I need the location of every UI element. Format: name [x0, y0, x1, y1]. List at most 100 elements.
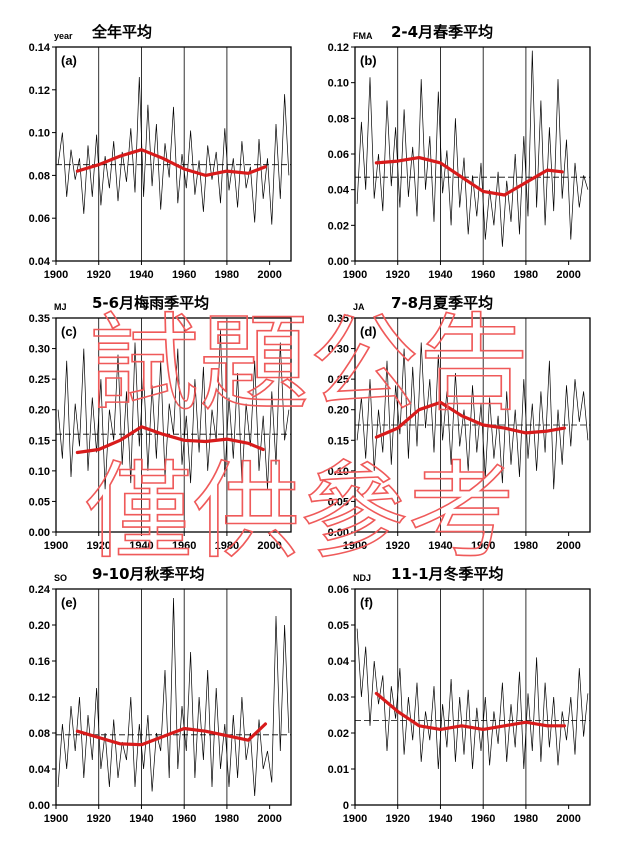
panel-title: 11-1月冬季平均 — [391, 565, 504, 583]
y-tick-label: 0.00 — [328, 527, 349, 539]
series-line-raw — [57, 76, 290, 225]
panel-e: 0.00 0.04 0.08 0.12 0.16 0.20 0.24 1900 1920 1940… — [29, 565, 292, 825]
x-tick-label: 1980 — [215, 540, 239, 552]
y-tick-label: 0.20 — [29, 405, 50, 417]
x-tick-label: 1960 — [172, 540, 196, 552]
series-line-raw — [356, 342, 589, 490]
x-tick-label: 1900 — [343, 540, 367, 552]
series-line-raw — [356, 50, 589, 247]
panel-label: (c) — [61, 324, 77, 339]
x-tick-label: 1980 — [215, 269, 239, 281]
y-tick-label: 0.10 — [29, 128, 50, 140]
x-tick-label: 1940 — [428, 540, 452, 552]
y-tick-label: 0.30 — [29, 344, 50, 356]
panel-label: (a) — [61, 53, 77, 68]
y-tick-label: 0.02 — [328, 220, 349, 232]
y-tick-label: 0.00 — [328, 256, 349, 268]
x-tick-label: 2000 — [556, 269, 580, 281]
y-tick-label: 0.05 — [328, 496, 349, 508]
y-tick-label: 0.03 — [328, 692, 349, 704]
y-tick-label: 0.10 — [328, 78, 349, 90]
x-tick-label: 2000 — [257, 269, 281, 281]
x-tick-label: 1960 — [172, 269, 196, 281]
x-tick-label: 1980 — [514, 540, 538, 552]
series-line-trend — [374, 156, 564, 197]
y-tick-label: 0.24 — [29, 584, 51, 596]
x-tick-label: 1900 — [44, 813, 68, 825]
series-line-trend — [374, 400, 567, 439]
series-line-trend — [75, 722, 267, 747]
x-tick-label: 1940 — [129, 540, 153, 552]
y-tick-label: 0.06 — [29, 213, 50, 225]
x-tick-label: 1920 — [385, 813, 409, 825]
y-tick-label: 0.35 — [328, 313, 349, 325]
panel-title: 7-8月夏季平均 — [391, 294, 493, 312]
x-tick-label: 1940 — [129, 269, 153, 281]
y-tick-label: 0.08 — [29, 170, 50, 182]
x-tick-label: 1900 — [343, 269, 367, 281]
y-tick-label: 0.15 — [328, 435, 349, 447]
series-line-raw — [356, 628, 589, 770]
x-tick-label: 2000 — [257, 813, 281, 825]
watermark-line-1: 試題公告 — [89, 303, 529, 425]
y-tick-label: 0.35 — [29, 313, 50, 325]
panel-label: (d) — [360, 324, 377, 339]
plot-frame — [55, 46, 292, 262]
x-tick-label: 1900 — [343, 813, 367, 825]
x-tick-label: 2000 — [556, 540, 580, 552]
x-tick-label: 1920 — [385, 540, 409, 552]
y-tick-label: 0.00 — [29, 800, 50, 812]
season-code: FMA — [353, 31, 373, 41]
series-line-trend — [75, 148, 267, 177]
plot-frame — [55, 317, 292, 533]
panel-c: 0.00 0.05 0.10 0.15 0.20 0.25 0.30 0.35 1900 1920… — [29, 294, 292, 552]
season-code: MJ — [54, 302, 67, 312]
x-tick-label: 2000 — [556, 813, 580, 825]
y-tick-label: 0.16 — [29, 656, 50, 668]
series-line-trend — [75, 425, 265, 455]
panel-f: 0 0.01 0.02 0.03 0.04 0.05 0.06 1900 1920 1940 196… — [328, 565, 591, 825]
x-tick-label: 1940 — [428, 813, 452, 825]
x-tick-label: 1940 — [129, 813, 153, 825]
y-tick-label: 0.06 — [328, 149, 349, 161]
season-code: JA — [353, 302, 365, 312]
x-tick-label: 1980 — [514, 269, 538, 281]
x-tick-label: 1920 — [86, 269, 110, 281]
panel-label: (b) — [360, 53, 377, 68]
season-code: NDJ — [353, 573, 371, 583]
y-tick-label: 0.15 — [29, 435, 50, 447]
series-line-raw — [57, 597, 290, 797]
y-tick-label: 0.30 — [328, 344, 349, 356]
season-code: SO — [54, 573, 67, 583]
panel-label: (e) — [61, 595, 77, 610]
y-tick-label: 0.08 — [328, 113, 349, 125]
watermark-line-2: 僅供參考 — [85, 451, 515, 573]
x-tick-label: 1980 — [215, 813, 239, 825]
y-tick-label: 0.05 — [328, 620, 349, 632]
y-tick-label: 0.04 — [328, 185, 350, 197]
x-tick-label: 1920 — [86, 813, 110, 825]
y-tick-label: 0.12 — [29, 692, 50, 704]
y-tick-label: 0.04 — [29, 764, 51, 776]
x-tick-label: 1960 — [471, 269, 495, 281]
panel-a: 0.04 0.06 0.08 0.10 0.12 0.14 1900 1920 1940 1960… — [29, 23, 292, 281]
y-tick-label: 0.20 — [29, 620, 50, 632]
x-tick-label: 1920 — [86, 540, 110, 552]
x-tick-label: 1920 — [385, 269, 409, 281]
y-tick-label: 0.10 — [328, 466, 349, 478]
panel-label: (f) — [360, 595, 373, 610]
panel-title: 全年平均 — [91, 23, 152, 41]
y-tick-label: 0.02 — [328, 728, 349, 740]
panel-b: 0.00 0.02 0.04 0.06 0.08 0.10 0.12 1900 1920 1940… — [328, 23, 591, 281]
x-tick-label: 1960 — [471, 813, 495, 825]
y-tick-label: 0.04 — [328, 656, 350, 668]
x-tick-label: 1980 — [514, 813, 538, 825]
y-tick-label: 0.25 — [328, 374, 349, 386]
y-tick-label: 0.20 — [328, 405, 349, 417]
x-tick-label: 1960 — [172, 813, 196, 825]
y-tick-label: 0.14 — [29, 42, 51, 54]
y-tick-label: 0.25 — [29, 374, 50, 386]
x-tick-label: 1900 — [44, 540, 68, 552]
